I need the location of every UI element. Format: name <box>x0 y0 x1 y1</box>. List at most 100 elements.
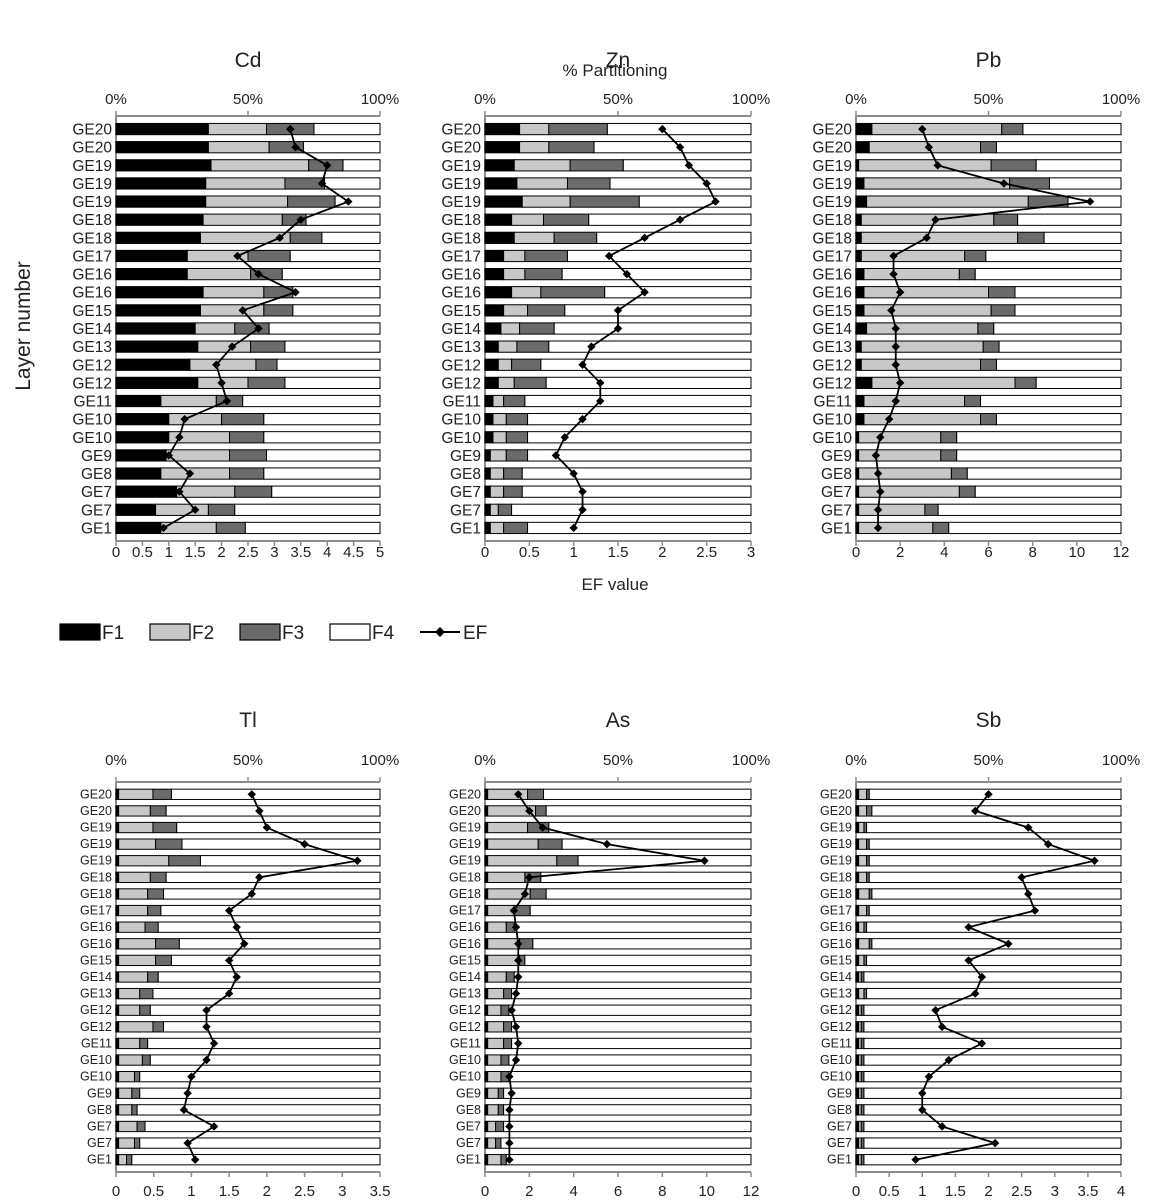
category-label: GE16 <box>820 920 852 934</box>
bar-segment-f2 <box>118 855 170 867</box>
bar-segment-f3 <box>155 938 180 950</box>
legend-item-f2: F2 <box>149 623 214 644</box>
bar-segment-f4 <box>292 304 381 317</box>
category-label: GE16 <box>80 937 112 951</box>
bar-segment-f2 <box>511 286 542 299</box>
category-label: GE10 <box>80 1070 112 1084</box>
category-label: GE1 <box>821 520 852 537</box>
bar-segment-f1 <box>855 267 865 281</box>
bar-segment-f3 <box>540 286 606 299</box>
category-label: GE8 <box>827 1103 852 1117</box>
chart-panel-tl: Tl 0% 50% 100% GE20 GE20 GE19 GE19 GE19 GE18 GE18 G… <box>80 709 399 1200</box>
ef-marker <box>300 839 309 849</box>
bar-segment-f3 <box>527 788 545 800</box>
bar-segment-f3 <box>497 1087 505 1099</box>
bar-segment-f2 <box>118 971 149 983</box>
ef-marker <box>658 124 667 134</box>
bar-segment-f4 <box>561 267 752 281</box>
category-label: GE19 <box>820 821 852 835</box>
ef-marker <box>247 790 256 799</box>
category-label: GE11 <box>443 394 482 411</box>
ef-marker <box>224 956 234 965</box>
bar-segment-f4 <box>524 394 752 408</box>
ef-marker <box>569 469 578 478</box>
category-label: GE20 <box>812 140 852 157</box>
ef-tick-label: 0 <box>112 1183 120 1200</box>
category-label: GE1 <box>450 520 481 537</box>
bar-segment-f2 <box>489 449 507 462</box>
ef-marker <box>1090 856 1099 865</box>
percent-tick-label: 100% <box>732 91 770 108</box>
percent-tick-label: 0% <box>474 91 496 108</box>
bar-segment-f3 <box>1017 231 1045 244</box>
bar-segment-f4 <box>342 159 381 172</box>
category-label: GE12 <box>80 1020 112 1034</box>
bar-segment-f4 <box>147 1037 381 1050</box>
bar-segment-f3 <box>524 267 563 281</box>
ef-marker <box>507 1089 516 1098</box>
bar-segment-f2 <box>487 871 526 883</box>
chart-panel-as: As0% 50% 100%GE20GE20GE19GE19GE19GE18GE18G… <box>449 709 770 1200</box>
category-label: GE17 <box>80 904 112 918</box>
bar-segment-f3 <box>229 431 265 444</box>
legend-item-ef: EF <box>420 623 487 644</box>
bar-segment-f4 <box>638 195 752 208</box>
ef-marker <box>911 1155 920 1164</box>
bar-segment-f4 <box>181 838 381 850</box>
bar-segment-f1 <box>484 322 502 335</box>
bar-segment-f4 <box>863 1071 1122 1083</box>
bar-segment-f4 <box>149 1054 381 1066</box>
bar-segment-f3 <box>287 195 336 208</box>
ef-marker <box>999 179 1009 188</box>
percent-tick-label: 50% <box>973 91 1003 108</box>
bar-segment-f3 <box>503 485 523 498</box>
bar-segment-f3 <box>566 177 611 190</box>
ef-tick-label: 1.5 <box>945 1183 966 1200</box>
category-label: GE12 <box>449 1020 481 1034</box>
bar-segment-f2 <box>118 1021 154 1033</box>
bar-segment-f2 <box>186 267 252 281</box>
ef-marker <box>291 288 300 297</box>
legend-swatch <box>329 623 371 641</box>
category-label: GE20 <box>820 804 852 818</box>
bar-segment-f2 <box>858 838 868 850</box>
bar-segment-f3 <box>932 521 950 535</box>
legend: F1 F2 F3 F4 EF <box>59 623 487 644</box>
category-label: GE15 <box>72 303 112 320</box>
category-label: GE11 <box>81 1036 112 1050</box>
category-label: GE13 <box>80 987 112 1001</box>
bar-segment-f2 <box>487 1087 499 1099</box>
ef-tick-label: 1 <box>918 1183 926 1200</box>
ef-tick-label: 3 <box>270 544 278 561</box>
ef-marker <box>191 505 200 515</box>
bar-segment-f1 <box>115 485 178 498</box>
ef-tick-label: 0 <box>852 544 860 561</box>
ef-tick-label: 0.5 <box>143 1183 164 1200</box>
ef-marker <box>1024 823 1033 832</box>
category-label: GE13 <box>72 339 112 356</box>
bar-segment-f3 <box>524 249 568 263</box>
category-label: GE17 <box>441 248 481 265</box>
bar-segment-f2 <box>118 1037 141 1050</box>
category-label: GE7 <box>827 1136 852 1150</box>
bar-segment-f4 <box>868 855 1122 867</box>
bar-segment-f4 <box>289 249 381 263</box>
x-axis-label: EF value <box>581 575 648 594</box>
bar-segment-f3 <box>126 1154 133 1166</box>
bar-segment-f3 <box>556 855 579 867</box>
bar-segment-f1 <box>115 521 162 535</box>
category-label: GE7 <box>456 1136 481 1150</box>
category-label: GE10 <box>72 412 112 429</box>
chart-panel-pb: Pb0% 50% 100%GE20GE20GE19GE19GE19GE18GE18G… <box>812 49 1140 561</box>
ef-marker <box>183 1138 192 1148</box>
ef-marker <box>944 1055 953 1065</box>
bar-segment-f2 <box>858 871 868 883</box>
bar-segment-f2 <box>497 376 515 390</box>
category-label: GE7 <box>81 502 112 519</box>
bar-segment-f3 <box>505 449 529 462</box>
category-label: GE19 <box>72 194 112 211</box>
ef-marker <box>887 306 896 315</box>
bar-segment-f2 <box>858 485 960 498</box>
bar-segment-f2 <box>487 987 505 1000</box>
bar-segment-f3 <box>924 503 939 516</box>
